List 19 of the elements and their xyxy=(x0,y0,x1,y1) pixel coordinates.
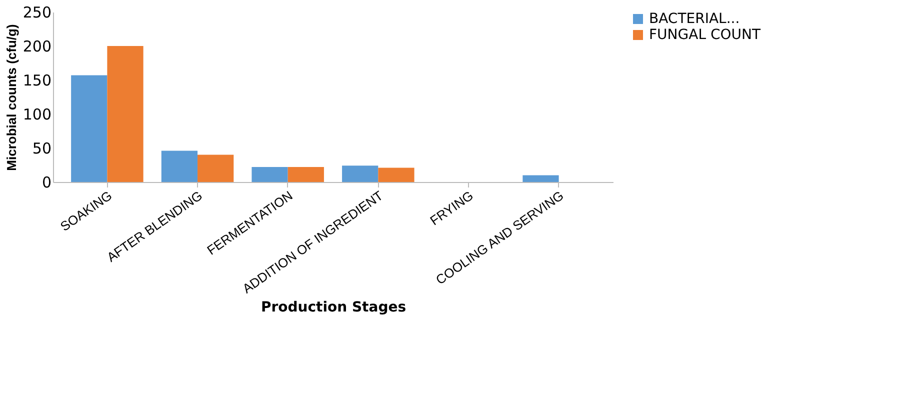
bar xyxy=(107,46,144,182)
bar xyxy=(252,167,288,182)
y-tick-label: 250 xyxy=(22,4,52,22)
bar xyxy=(161,150,198,182)
y-axis-title: Microbial counts (cfu/g) xyxy=(4,24,19,171)
legend-label: BACTERIAL... xyxy=(649,11,740,27)
y-tick-label: 200 xyxy=(22,38,52,56)
bar xyxy=(198,154,234,182)
y-tick-label: 50 xyxy=(32,140,52,158)
bar xyxy=(522,175,559,182)
x-axis-title: Production Stages xyxy=(260,299,406,316)
y-tick-label: 150 xyxy=(22,72,52,90)
bar xyxy=(342,166,378,182)
bar xyxy=(288,167,324,182)
y-tick-label: 100 xyxy=(22,106,52,124)
legend-label: FUNGAL COUNT xyxy=(649,27,761,43)
y-tick-label: 0 xyxy=(42,174,52,192)
bar xyxy=(71,75,108,182)
bar xyxy=(378,168,414,182)
